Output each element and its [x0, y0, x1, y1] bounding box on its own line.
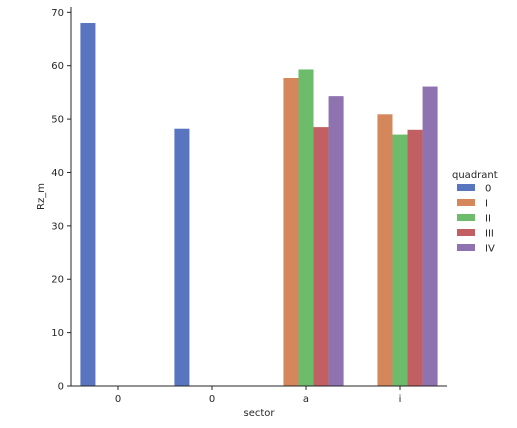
legend-label: IV: [485, 244, 495, 255]
legend-label: II: [485, 214, 491, 225]
y-ticks-group: 0 10 20 30 40 50 60 70: [51, 8, 71, 393]
bar: [80, 23, 96, 386]
x-axis-label: sector: [243, 408, 275, 419]
legend-label: 0: [485, 184, 491, 195]
y-tick-label: 40: [51, 168, 64, 179]
bar: [298, 69, 314, 387]
legend-label: I: [485, 199, 488, 210]
bars-group: [80, 23, 438, 387]
y-tick-label: 10: [51, 328, 64, 339]
x-tick-label: 0: [115, 394, 121, 405]
legend-swatch: [457, 244, 475, 251]
bar: [313, 127, 329, 386]
y-tick-label: 60: [51, 61, 64, 72]
x-tick-label: i: [399, 394, 402, 405]
bar: [407, 129, 423, 386]
bar: [422, 86, 438, 386]
x-tick-label: 0: [209, 394, 215, 405]
y-tick-label: 20: [51, 275, 64, 286]
y-tick-label: 50: [51, 115, 64, 126]
bar: [377, 114, 393, 386]
legend-swatch: [457, 214, 475, 221]
bar: [174, 128, 190, 387]
y-tick-label: 30: [51, 221, 64, 232]
legend-label: III: [485, 229, 494, 240]
x-ticks-group: 0 0 a i: [115, 386, 402, 405]
y-axis-label: Rz_m: [36, 183, 47, 210]
bar: [283, 77, 299, 386]
bar: [392, 134, 408, 386]
y-tick-label: 0: [58, 382, 64, 393]
legend-swatch: [457, 184, 475, 191]
bar: [328, 96, 344, 386]
x-tick-label: a: [303, 394, 309, 405]
legend-title: quadrant: [452, 170, 498, 181]
legend-swatch: [457, 229, 475, 236]
y-tick-label: 70: [51, 8, 64, 19]
legend-swatch: [457, 199, 475, 206]
